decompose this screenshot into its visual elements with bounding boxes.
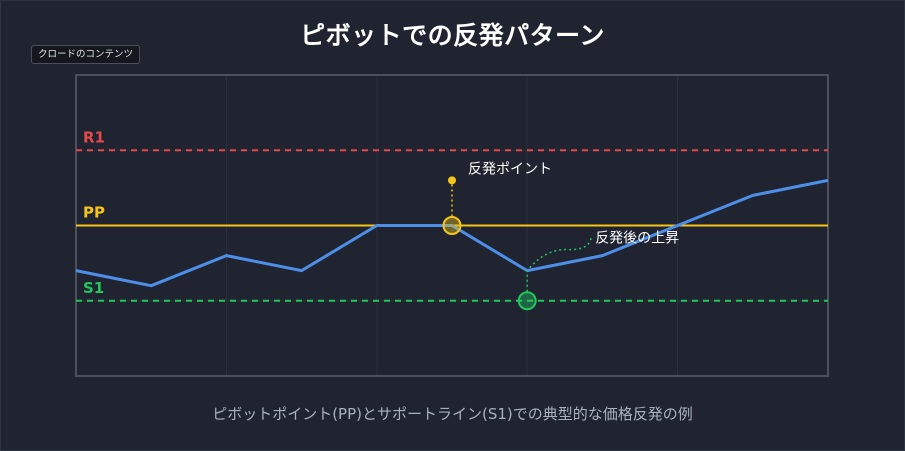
chart-caption: ピボットポイント(PP)とサポートライン(S1)での典型的な価格反発の例 — [212, 405, 693, 423]
support-bounce-marker — [517, 291, 537, 311]
bounce-point-marker — [442, 216, 462, 235]
series-layer — [75, 178, 829, 288]
annotation-dot — [448, 176, 456, 185]
price-line — [75, 178, 829, 288]
level-label-pp: PP — [83, 204, 105, 222]
level-label-s1: S1 — [83, 279, 104, 297]
chart-title: ピボットでの反発パターン — [300, 21, 605, 50]
rise-path — [526, 237, 592, 292]
annotation-bounce-point: 反発ポイント — [468, 161, 552, 177]
annotation-rise-after-bounce: 反発後の上昇 — [595, 231, 679, 247]
level-label-r1: R1 — [83, 128, 105, 146]
content-badge: クロードのコンテンツ — [31, 45, 141, 64]
